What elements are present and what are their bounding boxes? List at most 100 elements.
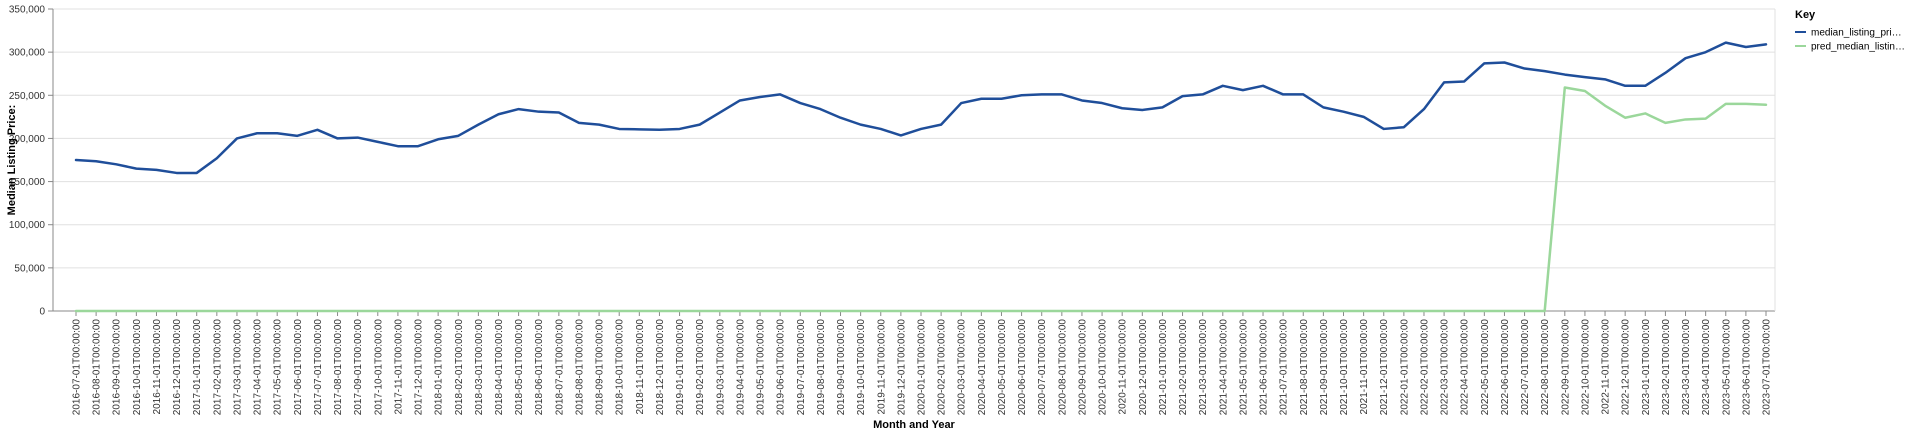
x-tick-label: 2022-02-01T00:00:00 — [1419, 319, 1430, 416]
x-tick-label: 2018-04-01T00:00:00 — [494, 319, 505, 416]
x-axis-title: Month and Year — [873, 419, 955, 431]
y-tick-label: 300,000 — [9, 48, 46, 59]
x-tick-label: 2022-07-01T00:00:00 — [1520, 319, 1531, 416]
x-tick-label: 2018-05-01T00:00:00 — [514, 319, 525, 416]
x-tick-label: 2017-10-01T00:00:00 — [373, 319, 384, 416]
x-tick-label: 2020-05-01T00:00:00 — [997, 319, 1008, 416]
legend: Key median_listing_pri… pred_median_listi… — [1795, 9, 1905, 53]
x-tick-label: 2021-05-01T00:00:00 — [1238, 319, 1249, 416]
x-tick-label: 2018-01-01T00:00:00 — [434, 319, 445, 416]
x-axis: 2016-07-01T00:00:00 2016-08-01T00:00:00 20… — [72, 311, 1773, 415]
x-tick-label: 2020-08-01T00:00:00 — [1057, 319, 1068, 416]
x-tick-label: 2018-06-01T00:00:00 — [534, 319, 545, 416]
x-tick-label: 2017-03-01T00:00:00 — [232, 319, 243, 416]
y-tick-label: 0 — [39, 307, 45, 318]
x-tick-label: 2021-04-01T00:00:00 — [1218, 319, 1229, 416]
x-tick-label: 2022-01-01T00:00:00 — [1399, 319, 1410, 416]
x-tick-label: 2017-11-01T00:00:00 — [393, 319, 404, 415]
x-tick-label: 2020-07-01T00:00:00 — [1037, 319, 1048, 416]
x-tick-label: 2019-11-01T00:00:00 — [876, 319, 887, 415]
x-tick-label: 2022-04-01T00:00:00 — [1460, 319, 1471, 416]
x-tick-label: 2021-06-01T00:00:00 — [1259, 319, 1270, 416]
x-tick-label: 2019-10-01T00:00:00 — [856, 319, 867, 416]
x-tick-label: 2017-06-01T00:00:00 — [293, 319, 304, 416]
x-tick-label: 2017-08-01T00:00:00 — [333, 319, 344, 416]
series-line — [74, 41, 1768, 175]
y-axis: 0 50,000 100,000 150,000 200,000 250,000 300,0… — [9, 5, 53, 318]
plot-frame — [52, 9, 1776, 312]
series-lines — [74, 41, 1768, 313]
x-tick-label: 2018-11-01T00:00:00 — [635, 319, 646, 415]
x-tick-label: 2016-07-01T00:00:00 — [72, 319, 83, 416]
y-tick-label: 350,000 — [9, 5, 46, 16]
x-tick-label: 2023-05-01T00:00:00 — [1721, 319, 1732, 416]
y-tick-label: 50,000 — [14, 263, 45, 274]
x-tick-label: 2021-08-01T00:00:00 — [1299, 319, 1310, 416]
x-tick-label: 2019-03-01T00:00:00 — [715, 319, 726, 416]
x-tick-label: 2023-07-01T00:00:00 — [1762, 319, 1773, 416]
x-tick-label: 2021-02-01T00:00:00 — [1178, 319, 1189, 416]
y-tick-label: 100,000 — [9, 220, 46, 231]
x-tick-label: 2020-01-01T00:00:00 — [917, 319, 928, 416]
x-tick-label: 2022-05-01T00:00:00 — [1480, 319, 1491, 416]
legend-label: pred_median_listin… — [1811, 42, 1905, 53]
x-tick-label: 2019-09-01T00:00:00 — [836, 319, 847, 416]
x-tick-label: 2018-12-01T00:00:00 — [655, 319, 666, 416]
x-tick-label: 2021-07-01T00:00:00 — [1279, 319, 1290, 416]
x-tick-label: 2018-07-01T00:00:00 — [554, 319, 565, 416]
x-tick-label: 2021-01-01T00:00:00 — [1158, 319, 1169, 416]
x-tick-label: 2018-09-01T00:00:00 — [595, 319, 606, 416]
x-tick-label: 2023-01-01T00:00:00 — [1641, 319, 1652, 416]
x-tick-label: 2020-12-01T00:00:00 — [1138, 319, 1149, 416]
x-tick-label: 2016-12-01T00:00:00 — [172, 319, 183, 416]
x-tick-label: 2022-08-01T00:00:00 — [1540, 319, 1551, 416]
x-tick-label: 2017-02-01T00:00:00 — [212, 319, 223, 416]
x-tick-label: 2019-02-01T00:00:00 — [695, 319, 706, 416]
x-tick-label: 2021-09-01T00:00:00 — [1319, 319, 1330, 416]
x-tick-label: 2019-06-01T00:00:00 — [776, 319, 787, 416]
x-tick-label: 2019-07-01T00:00:00 — [796, 319, 807, 416]
x-tick-label: 2021-10-01T00:00:00 — [1339, 319, 1350, 416]
x-tick-label: 2019-12-01T00:00:00 — [896, 319, 907, 416]
series-line — [74, 86, 1768, 313]
x-tick-label: 2018-03-01T00:00:00 — [474, 319, 485, 416]
x-tick-label: 2023-03-01T00:00:00 — [1681, 319, 1692, 416]
x-tick-label: 2020-04-01T00:00:00 — [977, 319, 988, 416]
x-tick-label: 2017-07-01T00:00:00 — [313, 319, 324, 416]
x-tick-label: 2016-09-01T00:00:00 — [112, 319, 123, 416]
x-tick-label: 2022-12-01T00:00:00 — [1621, 319, 1632, 416]
x-tick-label: 2020-10-01T00:00:00 — [1098, 319, 1109, 416]
legend-title: Key — [1795, 9, 1816, 21]
x-tick-label: 2017-09-01T00:00:00 — [353, 319, 364, 416]
x-tick-label: 2020-09-01T00:00:00 — [1077, 319, 1088, 416]
x-tick-label: 2016-08-01T00:00:00 — [92, 319, 103, 416]
legend-items: median_listing_pri… pred_median_listin… — [1795, 28, 1905, 53]
x-tick-label: 2023-04-01T00:00:00 — [1701, 319, 1712, 416]
y-tick-label: 150,000 — [9, 177, 46, 188]
x-tick-label: 2022-06-01T00:00:00 — [1500, 319, 1511, 416]
x-tick-label: 2023-02-01T00:00:00 — [1661, 319, 1672, 416]
x-tick-label: 2019-01-01T00:00:00 — [675, 319, 686, 416]
x-tick-label: 2016-11-01T00:00:00 — [152, 319, 163, 415]
x-tick-label: 2020-06-01T00:00:00 — [1017, 319, 1028, 416]
x-tick-label: 2021-12-01T00:00:00 — [1379, 319, 1390, 416]
x-tick-label: 2017-05-01T00:00:00 — [273, 319, 284, 416]
x-tick-label: 2017-01-01T00:00:00 — [192, 319, 203, 416]
x-tick-label: 2022-09-01T00:00:00 — [1560, 319, 1571, 416]
legend-label: median_listing_pri… — [1811, 28, 1902, 39]
y-tick-label: 200,000 — [9, 134, 46, 145]
x-tick-label: 2021-03-01T00:00:00 — [1198, 319, 1209, 416]
x-tick-label: 2022-10-01T00:00:00 — [1580, 319, 1591, 416]
x-tick-label: 2019-08-01T00:00:00 — [816, 319, 827, 416]
x-tick-label: 2022-03-01T00:00:00 — [1440, 319, 1451, 416]
x-tick-label: 2019-04-01T00:00:00 — [735, 319, 746, 416]
gridlines — [53, 8, 1775, 312]
x-tick-label: 2017-12-01T00:00:00 — [414, 319, 425, 416]
x-tick-label: 2019-05-01T00:00:00 — [756, 319, 767, 416]
x-tick-label: 2020-11-01T00:00:00 — [1118, 319, 1129, 415]
y-axis-title: Median Listing Price: — [6, 105, 18, 216]
x-tick-label: 2021-11-01T00:00:00 — [1359, 319, 1370, 415]
x-tick-label: 2020-02-01T00:00:00 — [937, 319, 948, 416]
